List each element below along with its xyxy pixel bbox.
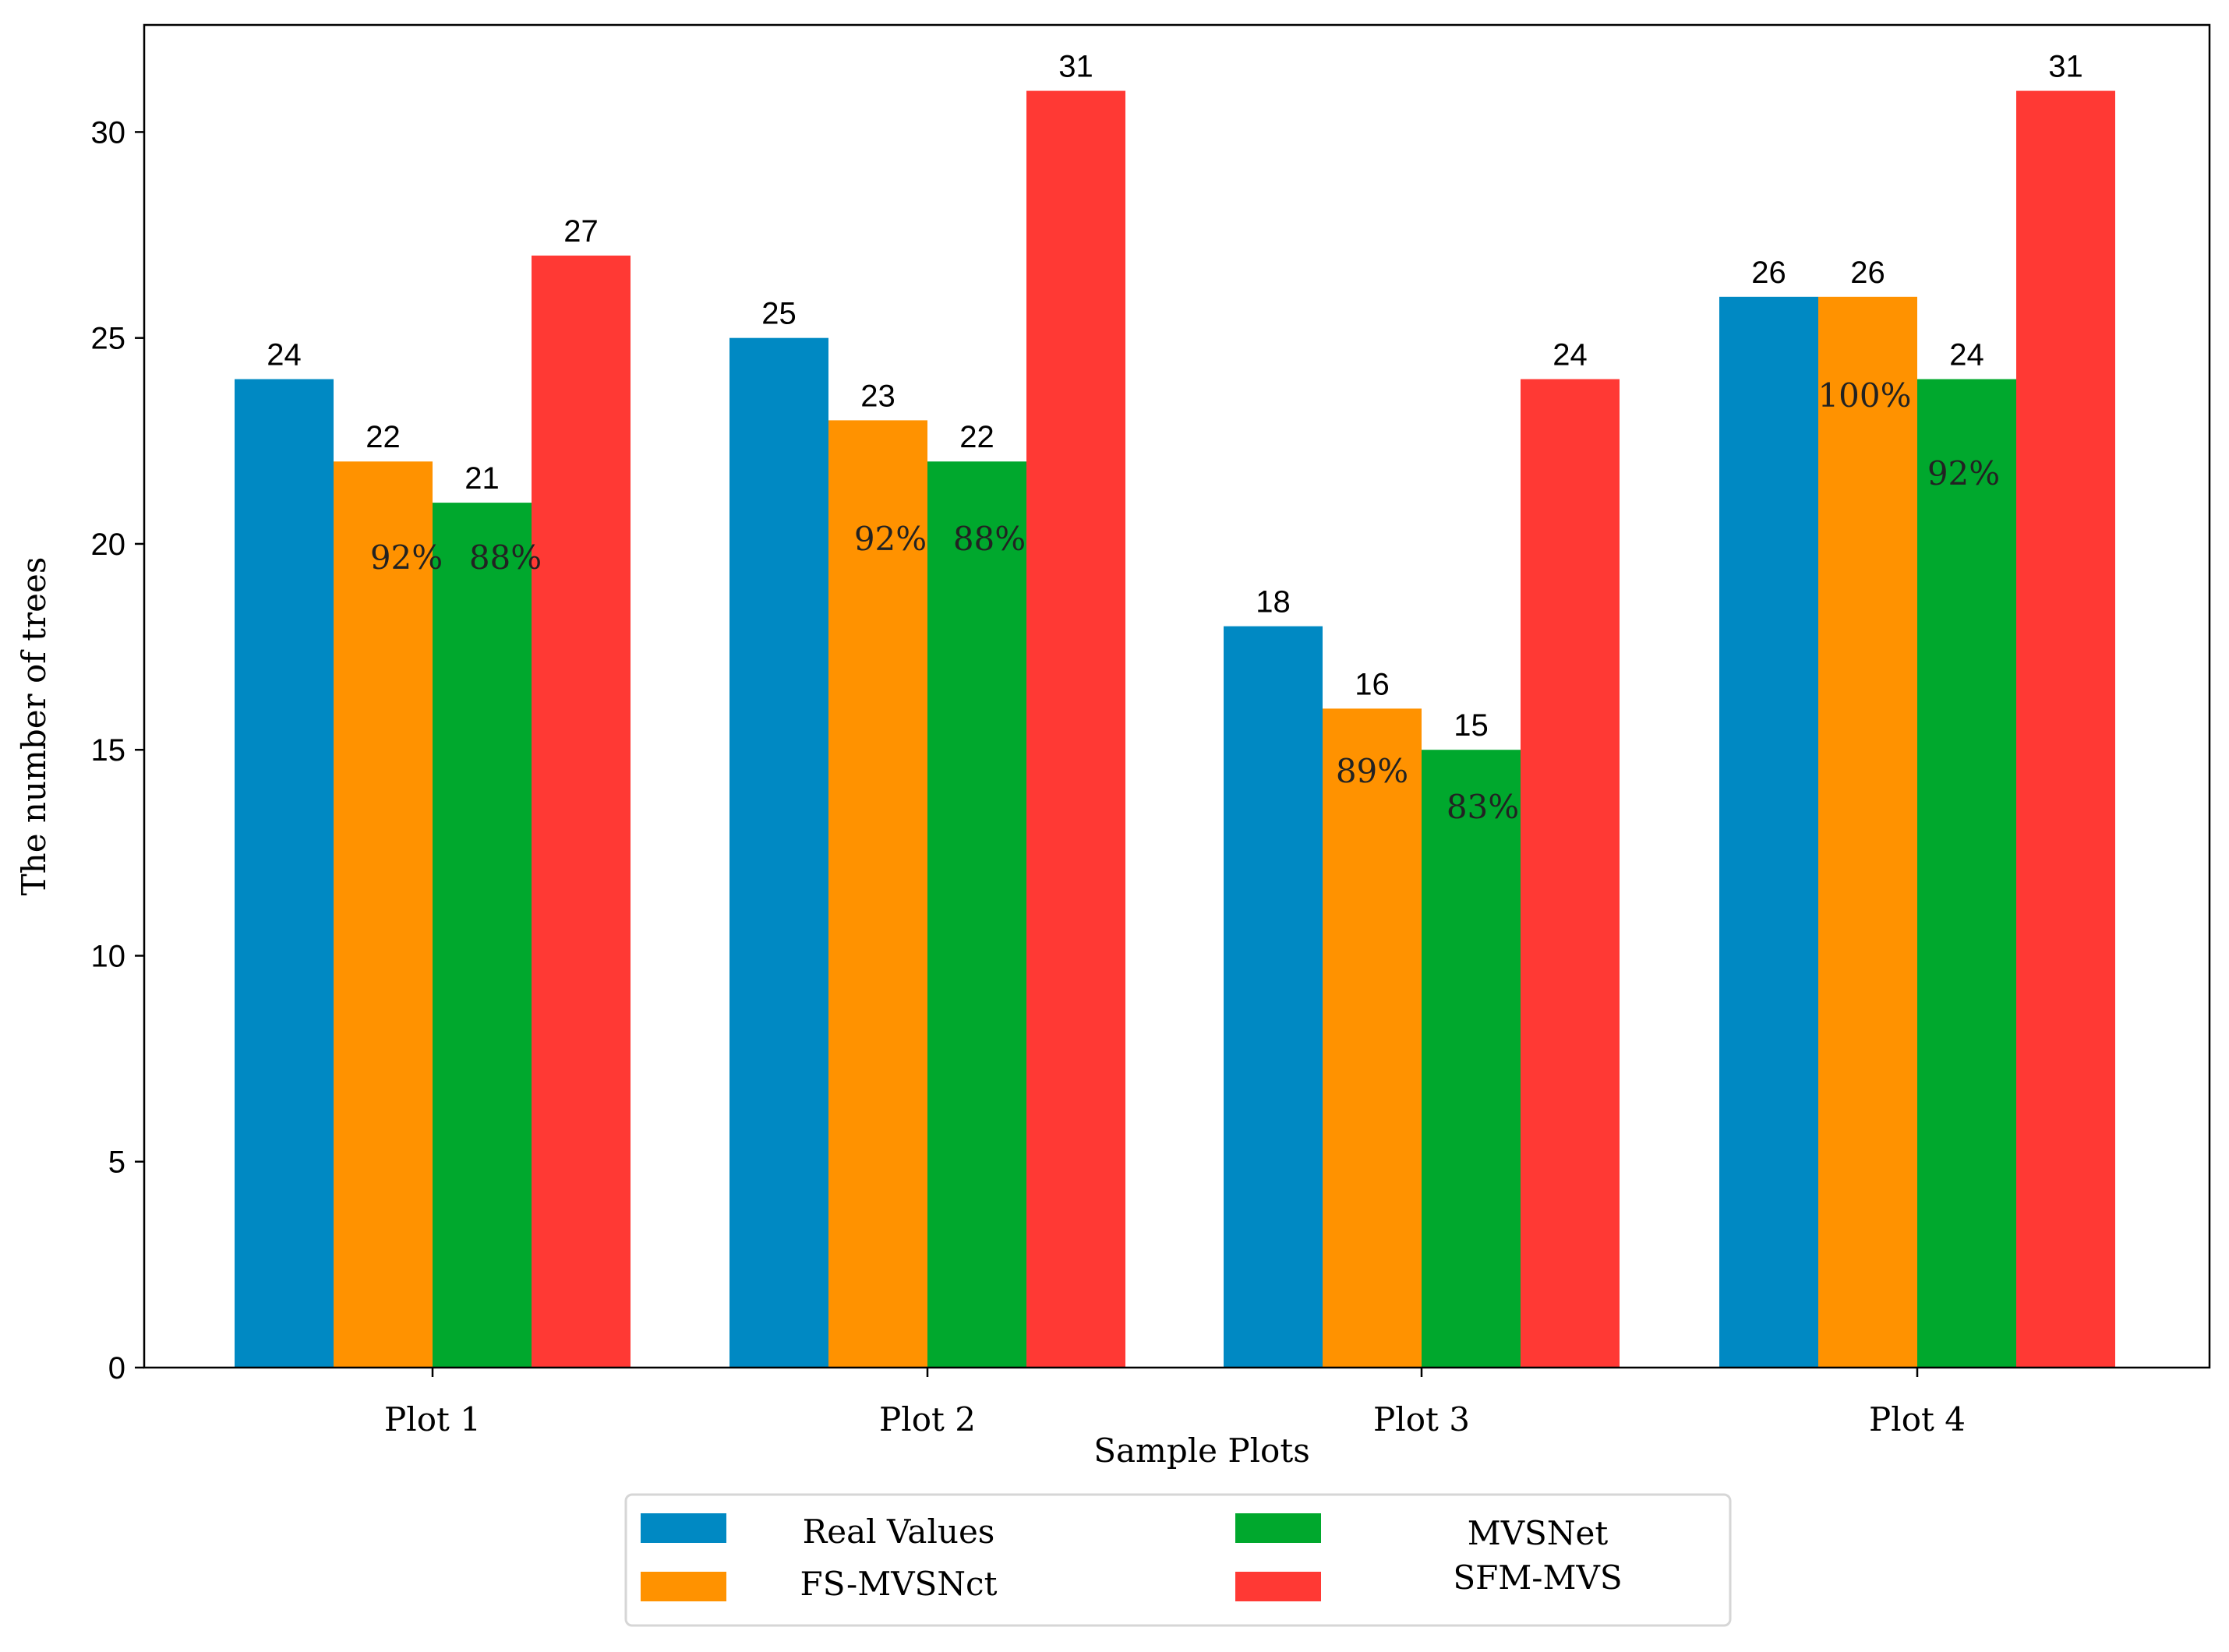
accuracy-label-plot-3-fs-mvsnet: 89% [1336,752,1408,790]
value-label-plot-4-sfm-mvs: 31 [2048,50,2083,84]
accuracy-label-plot-1-mvsnet: 88% [469,538,542,577]
bar-plot-1-mvsnet [433,503,532,1368]
axes-layer: 0 5 10 15 20 25 30 [91,23,2211,1385]
labels-layer: 24 22 21 27 Plot 1 25 23 22 31 Plot 2 18 16 15 24 Plot… [267,50,2083,1438]
value-label-plot-2-real-values: 25 [761,297,797,331]
value-label-plot-1-fs-mvsnet: 22 [366,420,401,454]
x-tick-label-plot-3: Plot 3 [1373,1400,1470,1438]
bar-plot-2-real-values [729,337,828,1368]
value-label-plot-3-mvsnet: 15 [1454,708,1489,743]
bar-plot-3-fs-mvsnet [1323,708,1422,1368]
legend-label-sfm-mvs: SFM-MVS [1453,1558,1622,1597]
value-label-plot-1-sfm-mvs: 27 [563,214,599,249]
y-tick-label-10: 10 [91,939,126,973]
y-axis-title: The number of trees [15,557,53,896]
value-label-plot-2-fs-mvsnet: 23 [860,379,895,413]
value-label-plot-4-fs-mvsnet: 26 [1850,256,1885,290]
value-label-plot-3-fs-mvsnet: 16 [1355,667,1390,701]
x-tick-label-plot-1: Plot 1 [384,1400,481,1438]
value-label-plot-1-real-values: 24 [267,338,302,372]
legend-swatch-fs-mvsnet [641,1572,726,1601]
bar-plot-2-mvsnet [927,461,1026,1368]
accuracy-label-plot-4-fs-mvsnet: 100% [1817,376,1911,415]
legend-label-real-values: Real Values [803,1513,995,1551]
legend-swatch-real-values [641,1513,726,1543]
y-tick-label-5: 5 [108,1145,125,1180]
bar-plot-2-sfm-mvs [1026,90,1125,1368]
legend-box [624,1493,1732,1627]
accuracy-label-plot-2-mvsnet: 88% [953,520,1026,558]
bar-plot-3-sfm-mvs [1521,379,1620,1368]
value-label-plot-2-mvsnet: 22 [959,420,994,454]
value-label-plot-3-real-values: 18 [1256,585,1291,620]
bar-plot-2-fs-mvsnet [828,420,927,1368]
accuracy-label-plot-1-fs-mvsnet: 92% [370,538,443,577]
legend-label-fs-mvsnet: FS-MVSNct [800,1565,998,1603]
accuracy-label-plot-2-fs-mvsnet: 92% [854,520,927,558]
bar-plot-3-real-values [1224,626,1323,1368]
y-tick-label-30: 30 [91,115,126,150]
value-label-plot-4-mvsnet: 24 [1949,338,1984,372]
bars-layer [235,90,2115,1368]
bar-plot-1-real-values [235,379,334,1368]
bar-plot-3-mvsnet [1422,750,1521,1368]
value-label-plot-4-real-values: 26 [1751,256,1786,290]
legend-swatch-sfm-mvs [1235,1572,1321,1601]
y-tick-label-20: 20 [91,528,126,562]
accuracy-label-plot-3-mvsnet: 83% [1447,788,1519,826]
accuracy-label-plot-4-mvsnet: 92% [1927,454,2000,492]
bar-plot-1-sfm-mvs [532,255,631,1368]
y-tick-label-15: 15 [91,733,126,768]
bar-plot-1-fs-mvsnet [334,461,433,1368]
y-tick-label-0: 0 [108,1351,125,1385]
y-tick-label-25: 25 [91,322,126,356]
bar-plot-4-real-values [1719,296,1818,1368]
x-tick-label-plot-4: Plot 4 [1869,1400,1966,1438]
plot-frame [143,23,2211,1369]
value-label-plot-1-mvsnet: 21 [465,461,500,496]
value-label-plot-2-sfm-mvs: 31 [1058,50,1093,84]
bar-plot-4-fs-mvsnet [1818,296,1917,1368]
x-tick-label-plot-2: Plot 2 [879,1400,976,1438]
legend-label-mvsnet: MVSNet [1468,1514,1609,1552]
legend: Real Values FS-MVSNct MVSNet SFM-MVS [624,1493,1732,1627]
legend-swatch-mvsnet [1235,1513,1321,1543]
x-axis-title: Sample Plots [1093,1431,1310,1470]
value-label-plot-3-sfm-mvs: 24 [1553,338,1588,372]
bar-plot-4-sfm-mvs [2016,90,2115,1368]
bar-plot-4-mvsnet [1917,379,2016,1368]
